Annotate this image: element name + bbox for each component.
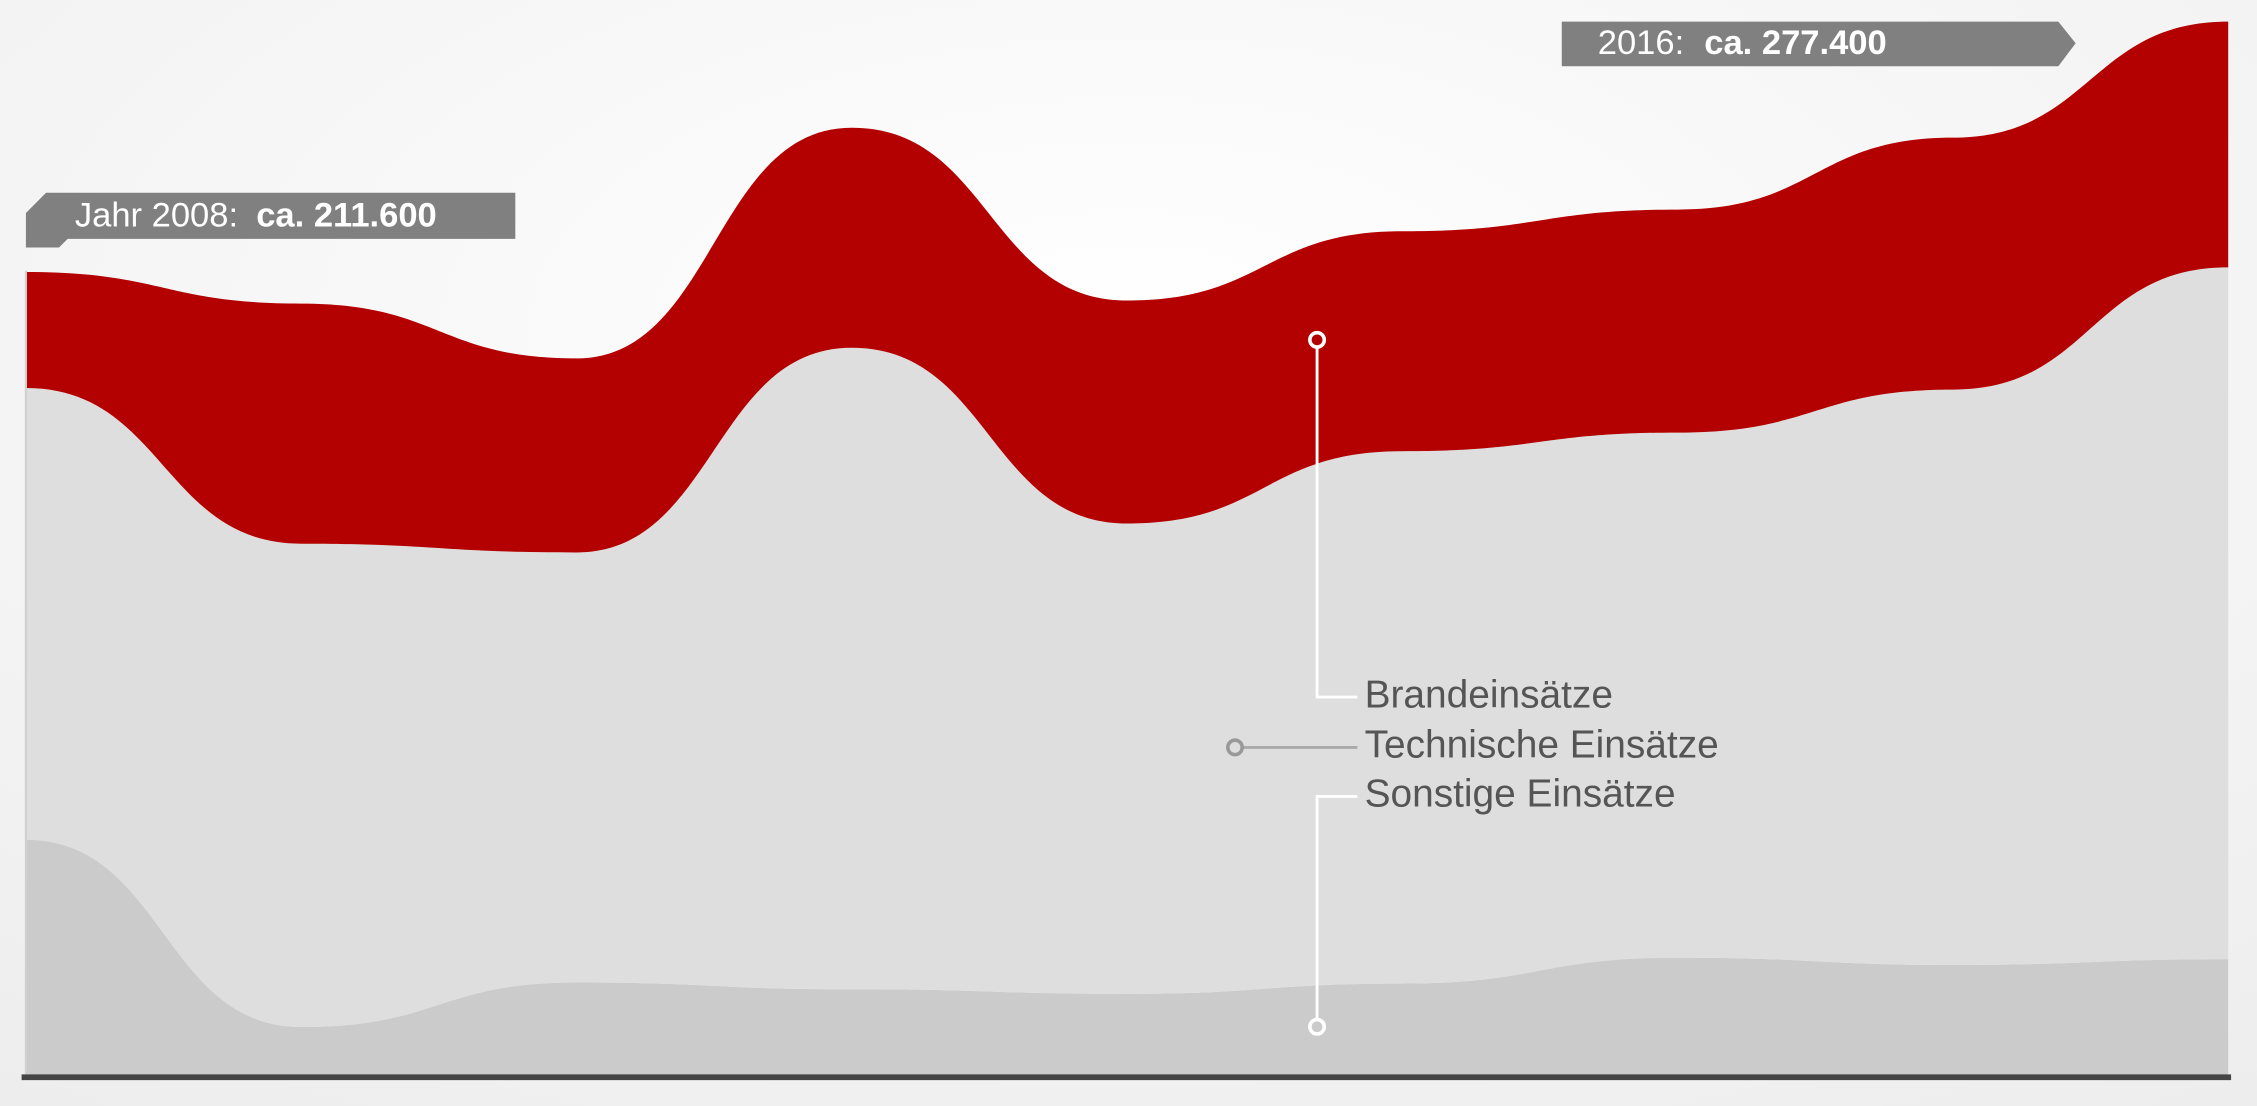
legend-label: Technische Einsätze [1365,724,1719,767]
annotation-label: 2016: [1598,24,1684,62]
annotation-value: ca. 211.600 [256,196,437,234]
area-layer [25,267,2229,1027]
area-layer [25,839,2229,1078]
annotation-value: ca. 277.400 [1704,24,1886,62]
leader-dot [1308,1017,1327,1036]
leader-line [1315,347,1358,699]
leader-dot [1308,330,1327,349]
annotation-label: Jahr 2008: [75,196,238,234]
legend: Brandeinsätze Technische Einsätze Sonstige… [1226,330,1719,1036]
legend-label: Brandeinsätze [1365,673,1613,716]
area-layer [25,21,2229,553]
annotations: Jahr 2008: ca. 211.600 2016: ca. 277.400 [25,21,2076,248]
annotation-badge [25,192,516,248]
leader-line [1315,794,1358,1020]
plot-area [25,21,2229,1078]
annotation-badge [1561,21,2076,67]
leader-dot [1226,738,1245,757]
legend-label: Sonstige Einsätze [1365,773,1676,816]
